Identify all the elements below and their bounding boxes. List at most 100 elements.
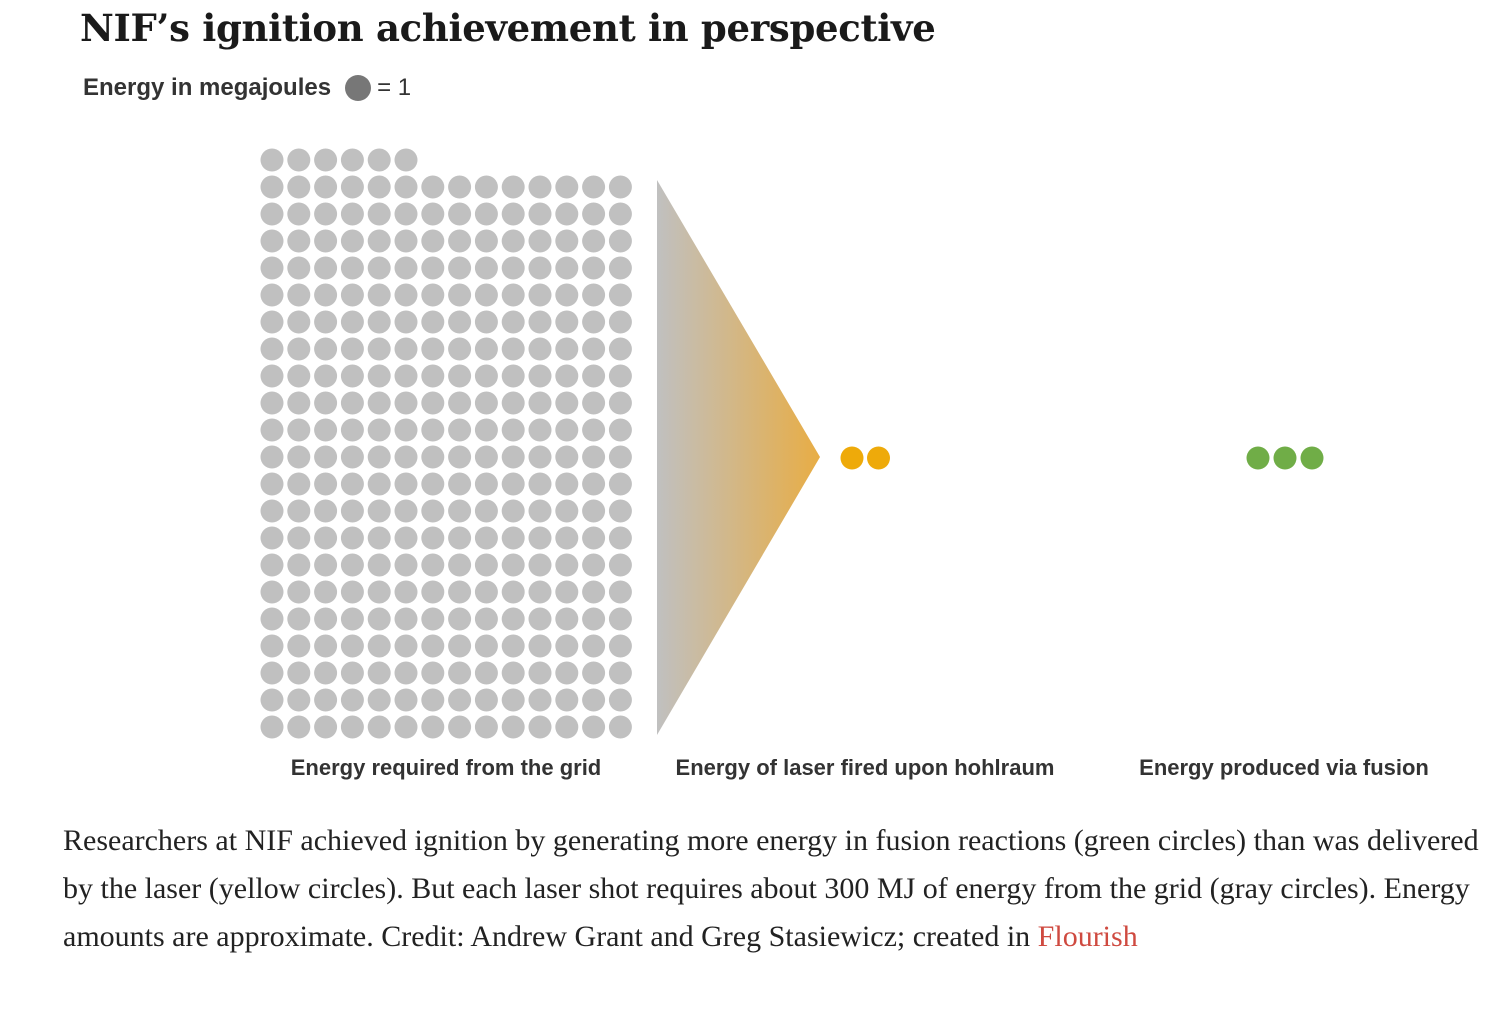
flourish-link[interactable]: Flourish (1037, 920, 1138, 953)
grid-energy-circle (314, 229, 338, 253)
grid-energy-circle (421, 310, 445, 334)
grid-energy-circle (608, 715, 632, 739)
grid-energy-circle (287, 526, 311, 550)
grid-energy-circle (260, 391, 284, 415)
grid-energy-circle (582, 445, 606, 469)
grid-energy-circle (448, 256, 472, 280)
grid-energy-circle (474, 580, 498, 604)
grid-energy-circle (448, 229, 472, 253)
grid-energy-circle (287, 688, 311, 712)
category-label-laser: Energy of laser fired upon hohlraum (675, 755, 1055, 780)
grid-energy-circle (528, 580, 552, 604)
grid-energy-circle (314, 715, 338, 739)
grid-energy-circle (394, 337, 418, 361)
grid-energy-circle (287, 553, 311, 577)
grid-energy-circle (314, 661, 338, 685)
grid-energy-circle (260, 283, 284, 307)
grid-energy-circle (582, 661, 606, 685)
grid-energy-circle (260, 688, 284, 712)
grid-energy-circle (608, 229, 632, 253)
grid-energy-circle (474, 526, 498, 550)
grid-energy-circle (394, 580, 418, 604)
grid-energy-circle (448, 580, 472, 604)
grid-energy-circle (448, 391, 472, 415)
grid-energy-circle (314, 553, 338, 577)
grid-energy-circle (555, 310, 579, 334)
grid-energy-circle (555, 391, 579, 415)
grid-energy-circle (448, 688, 472, 712)
grid-energy-circle (394, 499, 418, 523)
grid-energy-circle (421, 175, 445, 199)
grid-energy-circle (421, 391, 445, 415)
grid-energy-circle (260, 202, 284, 226)
grid-energy-circle (367, 337, 391, 361)
figure-caption: Researchers at NIF achieved ignition by … (63, 817, 1483, 961)
grid-energy-circle (448, 445, 472, 469)
grid-energy-circle (555, 283, 579, 307)
grid-energy-circle (474, 337, 498, 361)
grid-energy-circle (421, 688, 445, 712)
fusion-energy-circle (1300, 446, 1324, 470)
grid-energy-circle (421, 202, 445, 226)
grid-energy-circle (582, 364, 606, 388)
grid-energy-circle (582, 202, 606, 226)
grid-energy-circle (314, 607, 338, 631)
grid-energy-circle (314, 337, 338, 361)
grid-energy-circle (340, 310, 364, 334)
grid-energy-circle (448, 364, 472, 388)
grid-energy-circle (421, 526, 445, 550)
grid-energy-circle (367, 688, 391, 712)
grid-energy-circle (501, 364, 525, 388)
grid-energy-circle (555, 472, 579, 496)
grid-energy-circle (474, 607, 498, 631)
grid-energy-circle (421, 553, 445, 577)
grid-energy-circle (340, 526, 364, 550)
grid-energy-circle (528, 499, 552, 523)
grid-energy-circle (394, 391, 418, 415)
grid-energy-circle (528, 364, 552, 388)
grid-energy-circle (367, 391, 391, 415)
grid-energy-circle (314, 499, 338, 523)
grid-energy-circle (340, 391, 364, 415)
grid-energy-circle (287, 202, 311, 226)
grid-energy-circle (287, 256, 311, 280)
grid-energy-circle (260, 553, 284, 577)
grid-energy-circle (340, 472, 364, 496)
grid-energy-circle (608, 634, 632, 658)
grid-energy-circle (501, 310, 525, 334)
grid-energy-circle (474, 715, 498, 739)
grid-energy-circle (501, 634, 525, 658)
grid-energy-circle (421, 472, 445, 496)
grid-energy-circle (421, 283, 445, 307)
grid-energy-circle (582, 229, 606, 253)
grid-energy-circle (367, 607, 391, 631)
laser-funnel-triangle (657, 180, 820, 735)
grid-energy-circle (260, 310, 284, 334)
grid-energy-circle (260, 580, 284, 604)
grid-energy-circle (501, 580, 525, 604)
grid-energy-circle (394, 607, 418, 631)
grid-energy-circle (287, 661, 311, 685)
grid-energy-circle (555, 337, 579, 361)
grid-energy-circle (260, 337, 284, 361)
grid-energy-circle (421, 337, 445, 361)
grid-energy-circle (528, 634, 552, 658)
grid-energy-circle (367, 256, 391, 280)
grid-energy-circle (528, 715, 552, 739)
grid-energy-circle (555, 661, 579, 685)
grid-energy-circle (287, 607, 311, 631)
grid-energy-circle (608, 364, 632, 388)
grid-energy-circle (314, 148, 338, 172)
grid-energy-circle (340, 580, 364, 604)
grid-energy-circle (367, 418, 391, 442)
grid-energy-circle (421, 499, 445, 523)
grid-energy-circle (474, 283, 498, 307)
grid-energy-circle (501, 472, 525, 496)
grid-energy-circle (421, 661, 445, 685)
grid-energy-circle (421, 634, 445, 658)
grid-energy-circle (448, 175, 472, 199)
grid-energy-circle (474, 688, 498, 712)
grid-energy-circle (555, 364, 579, 388)
grid-energy-circle (367, 661, 391, 685)
grid-energy-circle (474, 229, 498, 253)
